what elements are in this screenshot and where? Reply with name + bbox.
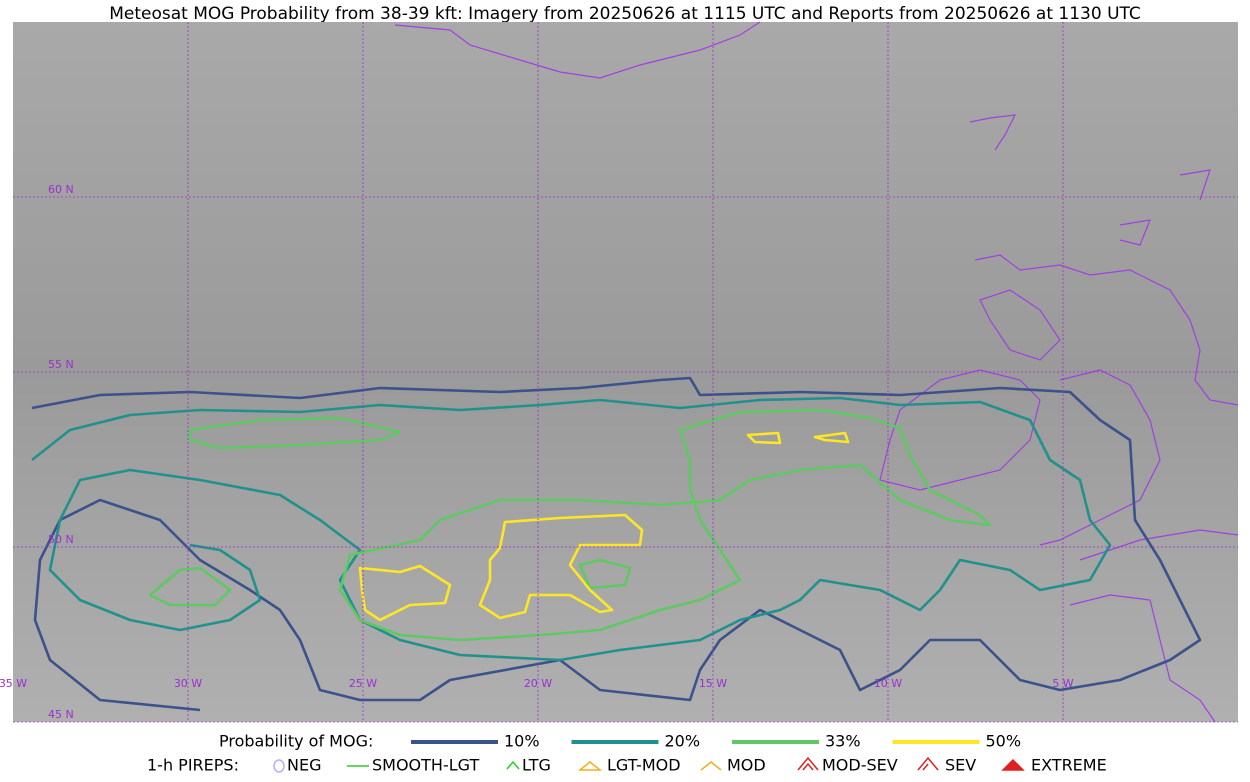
contour: [746, 431, 782, 445]
legend-label: LGT-MOD: [607, 756, 681, 775]
latitude-label: 50 N: [48, 533, 74, 546]
latitude-label: 60 N: [48, 183, 74, 196]
longitude-label: 25 W: [349, 677, 377, 690]
legend-label: EXTREME: [1031, 756, 1107, 775]
title: Meteosat MOG Probability from 38-39 kft:…: [109, 4, 1141, 24]
contour: [31, 376, 1202, 712]
legend-label: NEG: [287, 756, 321, 775]
legend-title: Probability of MOG:: [219, 732, 373, 751]
contour: [578, 558, 632, 590]
legend-label: SMOOTH-LGT: [372, 756, 479, 775]
contour: [188, 416, 402, 450]
legend-label: 33%: [825, 732, 861, 751]
coastlines: [394, 21, 1239, 723]
contours: [31, 376, 1202, 712]
legend-label: MOD: [727, 756, 766, 775]
longitude-label: 10 W: [874, 677, 902, 690]
contour: [358, 564, 452, 622]
legend-label: SEV: [945, 756, 976, 775]
contour: [478, 513, 644, 620]
latitude-label: 55 N: [48, 358, 74, 371]
contour: [813, 431, 850, 444]
legend-label: 20%: [665, 732, 701, 751]
legend-title: 1-h PIREPS:: [147, 756, 239, 775]
legend-label: 50%: [986, 732, 1022, 751]
longitude-label: 5 W: [1052, 677, 1073, 690]
contour: [31, 396, 1112, 662]
longitude-label: 15 W: [699, 677, 727, 690]
longitude-label: 20 W: [524, 677, 552, 690]
contour: [338, 408, 992, 642]
longitude-label: 35 W: [0, 677, 27, 690]
legend-label: LTG: [522, 756, 551, 775]
longitude-label: 30 W: [174, 677, 202, 690]
latitude-label: 45 N: [48, 708, 74, 721]
pirep-icons: [273, 756, 1025, 773]
legend-label: 10%: [504, 732, 540, 751]
contour: [148, 566, 232, 607]
legend-label: MOD-SEV: [822, 756, 898, 775]
